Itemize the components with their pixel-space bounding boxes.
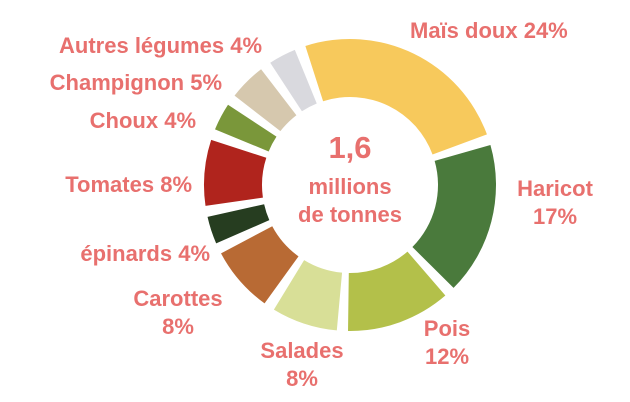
donut-segment (412, 145, 496, 288)
segment-label-group: épinards 4% (80, 241, 210, 266)
donut-segment (207, 204, 270, 244)
segment-label: Salades (260, 338, 343, 363)
donut-segment (273, 260, 343, 331)
segment-label: Haricot (517, 176, 593, 201)
segment-label-group: Choux 4% (90, 108, 196, 133)
segment-label: Champignon (50, 70, 184, 95)
segment-label: Maïs doux (410, 18, 518, 43)
segment-value: 17% (533, 204, 577, 229)
donut-segment (215, 104, 277, 152)
segment-value: 4% (178, 241, 210, 266)
donut-segment (348, 251, 446, 332)
segment-value: 8% (160, 172, 192, 197)
center-value: 1,6 (328, 130, 371, 165)
donut-segment (234, 69, 297, 132)
segment-value: 24% (524, 18, 568, 43)
donut-segment (305, 39, 487, 155)
donut-segment (270, 49, 317, 112)
donut-segment (204, 139, 267, 206)
center-text: millions (308, 174, 391, 199)
segment-value: 4% (230, 33, 262, 58)
donut-segment (221, 226, 299, 304)
center-text: de tonnes (298, 202, 402, 227)
segment-label: Tomates (65, 172, 154, 197)
segment-value: 8% (162, 314, 194, 339)
segment-value: 5% (190, 70, 222, 95)
segment-label: Carottes (133, 286, 222, 311)
segment-value: 4% (164, 108, 196, 133)
segment-label: Autres légumes (59, 33, 224, 58)
segment-value: 12% (425, 344, 469, 369)
segment-value: 8% (286, 366, 318, 391)
segment-label: épinards (80, 241, 172, 266)
segment-label: Pois (424, 316, 470, 341)
segment-label-group: Autres légumes 4% (59, 33, 262, 58)
segment-label-group: Maïs doux 24% (410, 18, 568, 43)
segment-label-group: Tomates 8% (65, 172, 192, 197)
segment-label-group: Champignon 5% (50, 70, 222, 95)
segment-label: Choux (90, 108, 159, 133)
